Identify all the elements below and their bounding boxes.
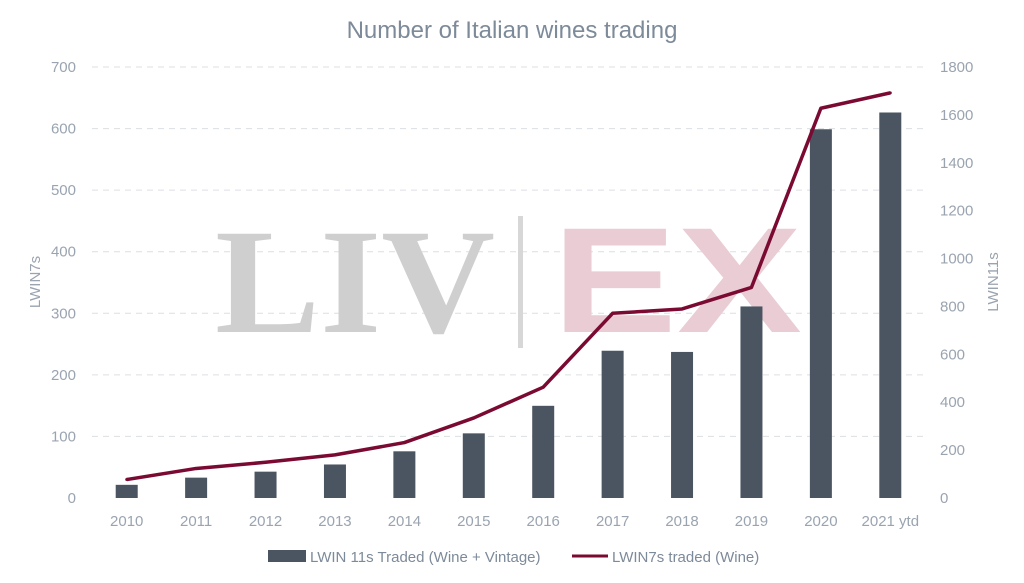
left-tick-label: 300 — [51, 305, 76, 322]
x-tick-label: 2018 — [665, 513, 698, 530]
line-point — [541, 385, 545, 389]
bar — [254, 471, 277, 498]
gridlines — [92, 66, 925, 437]
line-point — [125, 478, 129, 482]
left-axis-ticks: 0 100 200 300 400 500 600 700 — [51, 59, 76, 507]
x-tick-label: 2010 — [110, 513, 143, 530]
line-point — [888, 91, 892, 95]
watermark-liv: LIV — [215, 199, 495, 365]
line-point — [402, 441, 406, 445]
right-axis-label: LWIN11s — [985, 252, 1002, 311]
line-point — [472, 416, 476, 420]
line-point — [264, 460, 268, 464]
left-tick-label: 100 — [51, 428, 76, 445]
x-tick-label: 2017 — [596, 513, 629, 530]
bar — [879, 112, 902, 498]
watermark-divider — [518, 216, 523, 348]
legend-line-label: LWIN7s traded (Wine) — [612, 549, 759, 566]
left-tick-label: 600 — [51, 121, 76, 138]
left-tick-label: 700 — [51, 59, 76, 76]
bar — [115, 484, 138, 498]
line-point — [680, 307, 684, 311]
bar — [185, 477, 208, 498]
bar — [809, 129, 832, 498]
line-point — [749, 285, 753, 289]
x-tick-label: 2013 — [318, 513, 351, 530]
bar-series — [115, 112, 902, 498]
x-tick-label: 2019 — [735, 513, 768, 530]
bar — [323, 464, 346, 498]
legend-bar-label: LWIN 11s Traded (Wine + Vintage) — [310, 549, 541, 566]
liv-ex-watermark: LIV EX — [215, 196, 802, 365]
bar — [532, 405, 555, 498]
x-tick-label: 2015 — [457, 513, 490, 530]
line-point — [194, 466, 198, 470]
x-tick-label: 2011 — [180, 513, 212, 530]
left-tick-label: 200 — [51, 367, 76, 384]
bar — [740, 306, 763, 498]
chart-title: Number of Italian wines trading — [347, 17, 678, 44]
left-axis-label: LWIN7s — [27, 256, 44, 308]
right-tick-label: 1000 — [940, 251, 973, 268]
right-axis-ticks: 0 200 400 600 800 1000 1200 1400 1600 1800 — [940, 59, 973, 507]
right-tick-label: 800 — [940, 298, 965, 315]
line-series — [125, 91, 892, 482]
bar — [671, 351, 694, 498]
legend: LWIN 11s Traded (Wine + Vintage) LWIN7s … — [268, 549, 759, 566]
right-tick-label: 200 — [940, 442, 965, 459]
right-tick-label: 400 — [940, 394, 965, 411]
right-tick-label: 1600 — [940, 107, 973, 124]
bar — [462, 433, 485, 498]
line-point — [611, 311, 615, 315]
x-tick-label: 2014 — [388, 513, 421, 530]
right-tick-label: 1400 — [940, 155, 973, 172]
x-tick-label: 2016 — [527, 513, 560, 530]
right-tick-label: 0 — [940, 490, 948, 507]
series-line — [126, 91, 891, 482]
x-tick-label: 2021 ytd — [862, 513, 920, 530]
line-point — [333, 453, 337, 457]
bar — [393, 451, 416, 498]
line-point — [819, 106, 823, 110]
right-tick-label: 1200 — [940, 203, 973, 220]
x-tick-label: 2012 — [249, 513, 282, 530]
left-tick-label: 0 — [68, 490, 76, 507]
left-tick-label: 500 — [51, 182, 76, 199]
right-tick-label: 1800 — [940, 59, 973, 76]
bar — [601, 350, 624, 498]
right-tick-label: 600 — [940, 346, 965, 363]
x-tick-label: 2020 — [804, 513, 837, 530]
left-tick-label: 400 — [51, 244, 76, 261]
x-axis-ticks: 2010 2011 2012 2013 2014 2015 2016 2017 2018 2019… — [110, 513, 919, 530]
legend-bar-swatch — [268, 550, 306, 562]
